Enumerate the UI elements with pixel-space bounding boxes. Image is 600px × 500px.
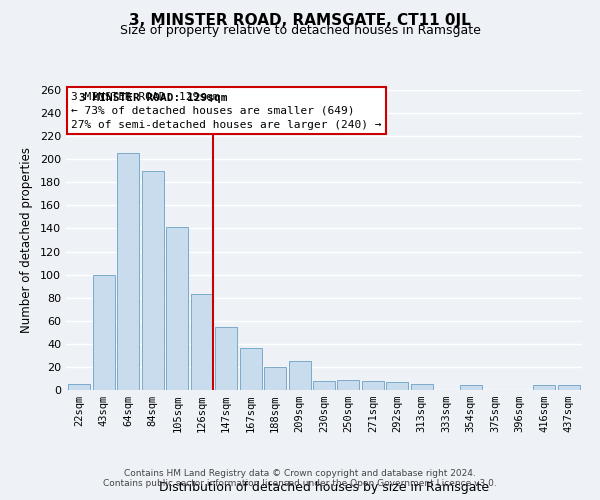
Bar [191,294,213,390]
Bar [68,384,91,390]
Bar [142,171,164,390]
Text: Contains public sector information licensed under the Open Government Licence v3: Contains public sector information licen… [103,478,497,488]
Bar [118,154,139,390]
Y-axis label: Number of detached properties: Number of detached properties [20,147,33,333]
X-axis label: Distribution of detached houses by size in Ramsgate: Distribution of detached houses by size … [159,481,489,494]
Bar [411,384,433,390]
Bar [533,386,555,390]
Bar [93,274,115,390]
Bar [166,228,188,390]
Text: Size of property relative to detached houses in Ramsgate: Size of property relative to detached ho… [119,24,481,37]
Bar [362,381,384,390]
Bar [313,381,335,390]
Bar [557,386,580,390]
Text: 3 MINSTER ROAD: 129sqm
← 73% of detached houses are smaller (649)
27% of semi-de: 3 MINSTER ROAD: 129sqm ← 73% of detached… [71,92,382,130]
Bar [337,380,359,390]
Text: 3 MINSTER ROAD: 129sqm: 3 MINSTER ROAD: 129sqm [79,93,227,103]
Bar [264,367,286,390]
Bar [460,386,482,390]
Bar [239,348,262,390]
Text: Contains HM Land Registry data © Crown copyright and database right 2024.: Contains HM Land Registry data © Crown c… [124,468,476,477]
Text: 3, MINSTER ROAD, RAMSGATE, CT11 0JL: 3, MINSTER ROAD, RAMSGATE, CT11 0JL [129,12,471,28]
Bar [386,382,409,390]
Bar [215,326,237,390]
Bar [289,361,311,390]
